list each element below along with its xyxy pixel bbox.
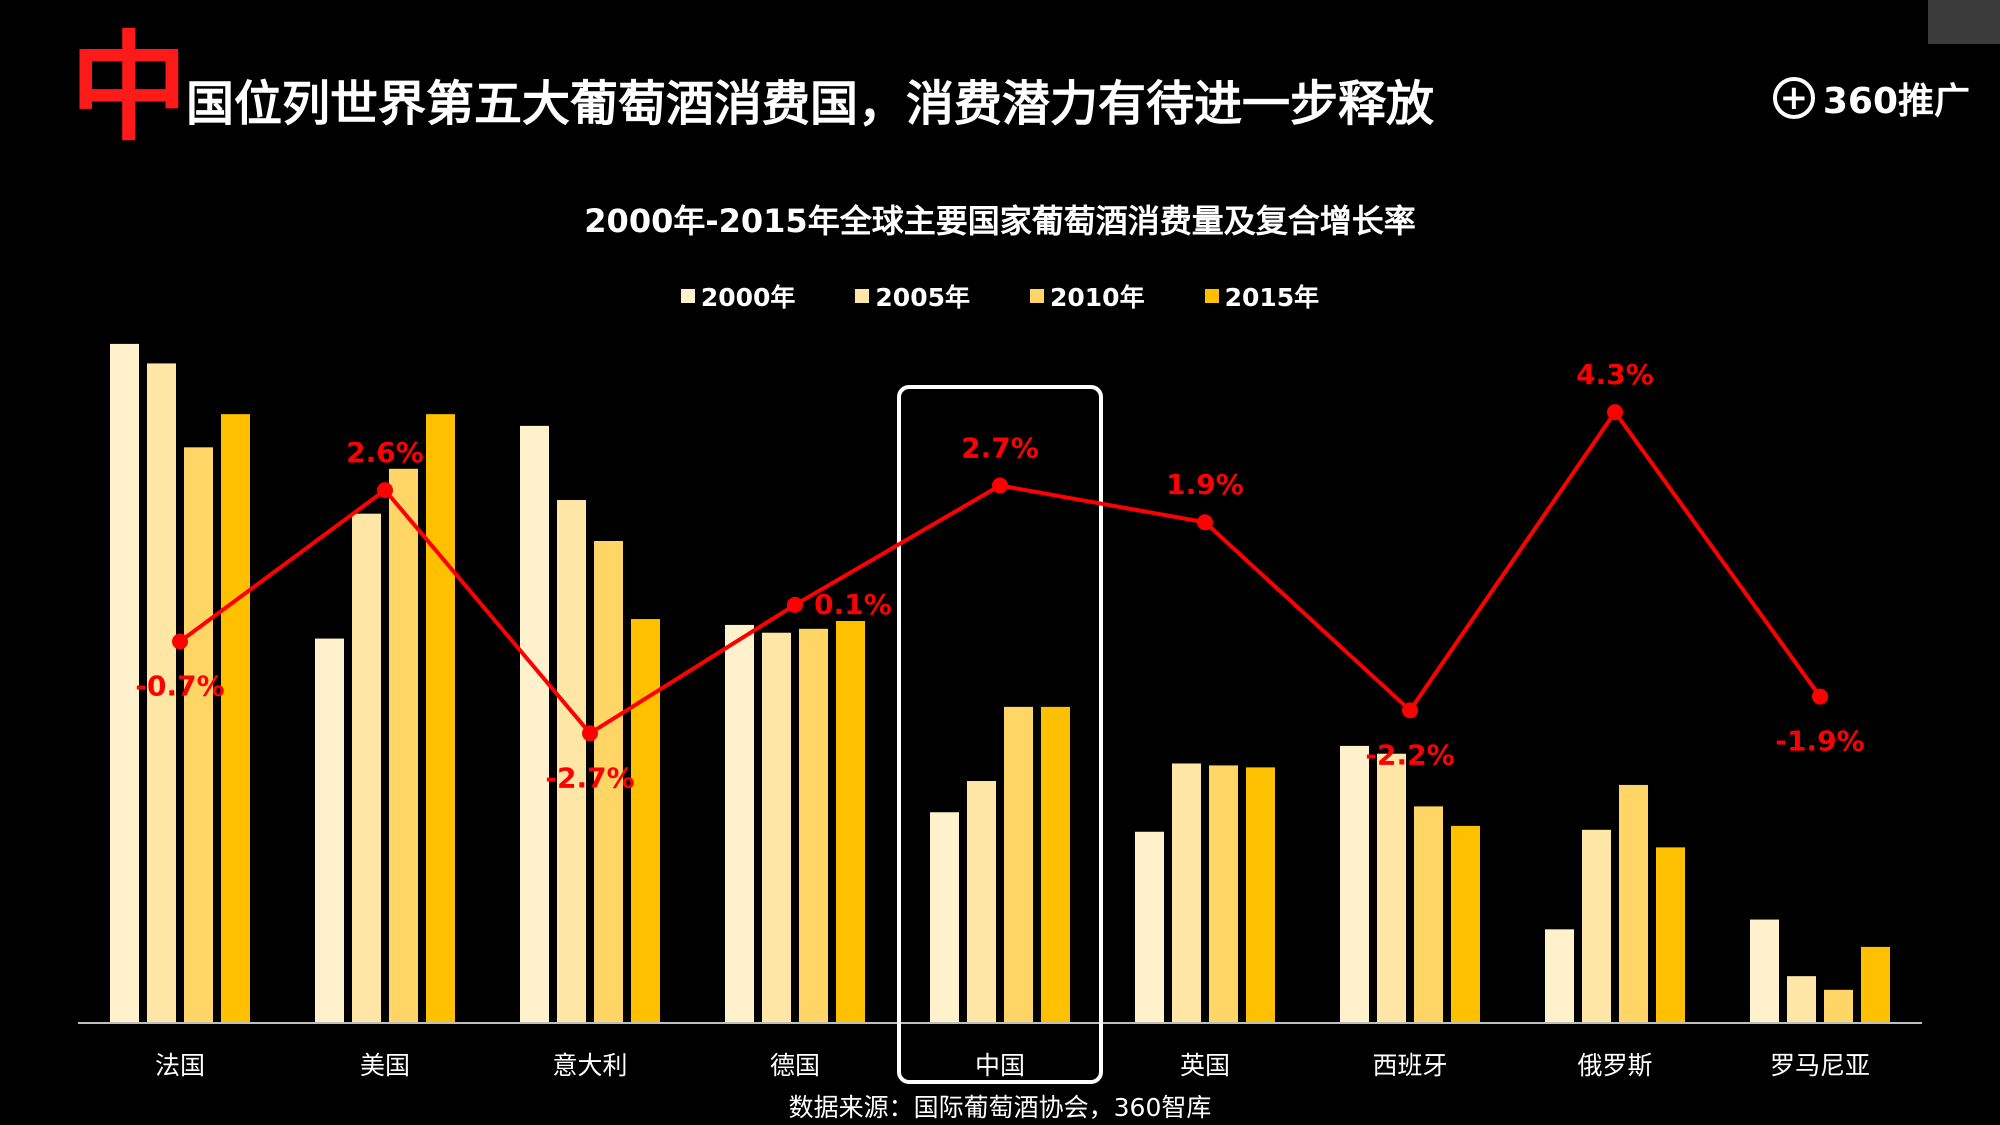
bar: [426, 414, 455, 1023]
title-text: 国位列世界第五大葡萄酒消费国，消费潜力有待进一步释放: [186, 76, 1435, 132]
bar: [1787, 976, 1816, 1023]
growth-rate-point: [1197, 514, 1213, 531]
growth-rate-label: -2.2%: [1365, 738, 1454, 771]
bar: [799, 628, 828, 1023]
data-source-note: 数据来源：国际葡萄酒协会，360智库: [788, 1093, 1212, 1122]
growth-rate-point: [582, 725, 598, 742]
bar: [221, 414, 250, 1023]
growth-rate-label: -0.7%: [135, 670, 224, 703]
legend-item-2015: 2015年: [1204, 278, 1320, 314]
highlight-box: [897, 385, 1103, 1084]
legend-label-2005: 2005年: [875, 283, 970, 312]
bar: [594, 540, 623, 1023]
x-tick-label: 俄罗斯: [1577, 1051, 1652, 1080]
plus-circle-icon: +: [1772, 77, 1815, 119]
x-tick-label: 德国: [770, 1051, 820, 1080]
growth-rate-label: 4.3%: [1576, 358, 1654, 391]
page-title: 中 国位列世界第五大葡萄酒消费国，消费潜力有待进一步释放: [70, 19, 1435, 157]
bar: [836, 621, 865, 1023]
growth-rate-label: 2.7%: [961, 432, 1039, 465]
x-tick-label: 西班牙: [1372, 1051, 1447, 1080]
legend-swatch-2010: [1030, 289, 1044, 303]
bar: [147, 363, 176, 1024]
x-tick-label: 英国: [1180, 1051, 1230, 1080]
growth-rate-point: [1607, 404, 1623, 421]
bar: [184, 447, 213, 1023]
legend-label-2010: 2010年: [1050, 283, 1145, 312]
x-tick-label: 意大利: [552, 1051, 627, 1080]
legend-swatch-2015: [1204, 289, 1219, 303]
growth-rate-point: [1402, 702, 1418, 719]
legend-label-2000: 2000年: [700, 283, 796, 312]
legend-swatch-2000: [680, 289, 695, 303]
growth-rate-point: [787, 596, 803, 613]
chart-legend: 2000年 2005年 2010年 2015年: [0, 278, 2000, 314]
brand-logo-text: 360推广: [1822, 81, 1970, 122]
bar: [557, 500, 586, 1023]
bar: [1861, 946, 1890, 1023]
brand-logo: + 360推广: [1772, 72, 1970, 124]
bar: [967, 781, 996, 1023]
legend-label-2015: 2015年: [1224, 283, 1320, 312]
bar: [762, 632, 791, 1023]
x-tick-label: 法国: [155, 1051, 205, 1080]
bar: [725, 624, 754, 1023]
bar: [1414, 806, 1443, 1023]
bar: [1619, 784, 1648, 1023]
bar: [1582, 829, 1611, 1023]
chart-title: 2000年-2015年全球主要国家葡萄酒消费量及复合增长率: [584, 202, 1416, 240]
bar: [1750, 919, 1779, 1023]
bar: [1209, 765, 1238, 1023]
legend-item-2005: 2005年: [855, 278, 970, 314]
bar: [1340, 745, 1369, 1023]
legend-item-2010: 2010年: [1030, 278, 1145, 314]
growth-rate-label: 2.6%: [346, 436, 424, 469]
growth-rate-point: [377, 482, 393, 499]
growth-rate-label: 1.9%: [1166, 468, 1244, 501]
bar: [315, 638, 344, 1023]
bar: [930, 812, 959, 1023]
bar: [352, 513, 381, 1023]
bar: [110, 343, 139, 1024]
bar: [1824, 989, 1853, 1023]
legend-item-2000: 2000年: [680, 278, 796, 314]
x-tick-label: 中国: [975, 1051, 1025, 1080]
bar: [1172, 763, 1201, 1023]
bar: [520, 425, 549, 1023]
bar: [1377, 753, 1406, 1023]
growth-rate-point: [992, 477, 1008, 494]
x-tick-label: 美国: [360, 1051, 410, 1080]
bar: [1545, 929, 1574, 1023]
growth-rate-point: [172, 633, 188, 650]
corner-block: [1928, 0, 2000, 44]
growth-rate-label: -1.9%: [1775, 725, 1864, 758]
bar: [1004, 706, 1033, 1023]
growth-rate-point: [1812, 688, 1828, 705]
bar: [389, 468, 418, 1023]
title-lead-character: 中: [70, 19, 188, 157]
bar: [1041, 706, 1070, 1023]
bar: [631, 619, 660, 1023]
legend-swatch-2005: [855, 289, 870, 303]
bar: [1656, 847, 1685, 1023]
bar: [1451, 825, 1480, 1023]
growth-rate-label: 0.1%: [814, 588, 892, 621]
x-tick-label: 罗马尼亚: [1770, 1051, 1870, 1080]
bar: [1246, 767, 1275, 1023]
growth-rate-label: -2.7%: [545, 761, 634, 794]
bar: [1135, 831, 1164, 1023]
